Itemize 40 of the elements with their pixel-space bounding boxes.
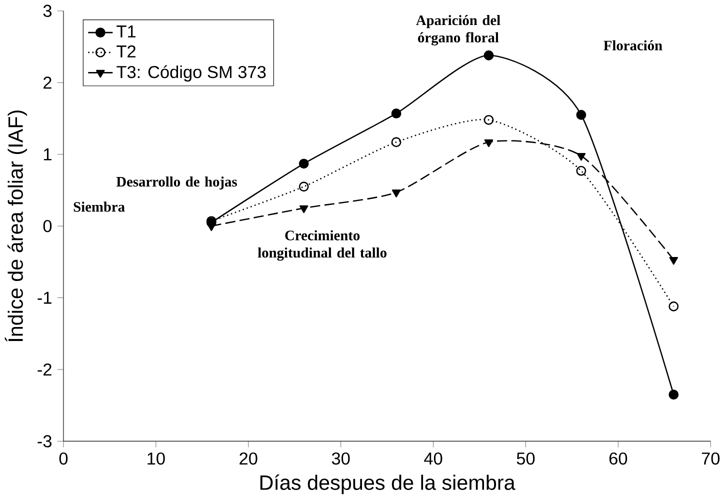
point xyxy=(391,108,402,118)
point xyxy=(576,153,586,161)
point xyxy=(484,50,494,60)
point xyxy=(576,110,586,120)
legend-label: T3: Código SM 373 xyxy=(116,65,266,82)
point xyxy=(484,115,494,125)
y-tick-label: -2 xyxy=(38,364,52,376)
y-tick-label: 1 xyxy=(44,148,52,160)
x-axis-title: Días despues de la siembra xyxy=(260,474,516,494)
y-tick-label: 3 xyxy=(43,4,52,18)
point xyxy=(576,166,586,176)
annotation: Floración xyxy=(604,40,662,50)
annotation: Crecimiento longitudinal del tallo xyxy=(258,230,387,261)
x-tick-label: 70 xyxy=(702,452,720,465)
y-tick-label: -1 xyxy=(38,292,52,304)
x-tick-label: 20 xyxy=(240,452,258,465)
legend-label: T2 xyxy=(116,45,136,58)
x-tick-label: 60 xyxy=(609,452,628,465)
legend-label: T1 xyxy=(116,26,136,38)
point xyxy=(669,257,678,265)
annotation: Desarrollo de hojas xyxy=(116,176,237,190)
y-axis-title: Índice de área foliar (IAF) xyxy=(4,110,28,342)
x-tick-label: 40 xyxy=(424,452,442,465)
point xyxy=(391,137,402,148)
x-tick-label: 30 xyxy=(332,452,350,465)
point xyxy=(298,182,309,192)
point xyxy=(668,301,679,312)
x-tick-label: 0 xyxy=(59,452,68,465)
annotation: Siembra xyxy=(74,202,125,212)
y-tick-label: 0 xyxy=(43,220,52,232)
y-tick-label: -3 xyxy=(38,435,52,448)
x-tick-label: 50 xyxy=(516,452,535,465)
y-tick-label: 2 xyxy=(44,76,52,89)
point xyxy=(392,190,401,198)
point xyxy=(298,158,309,169)
x-tick-label: 10 xyxy=(148,452,165,465)
point xyxy=(299,205,308,214)
point xyxy=(484,139,494,148)
annotation: Aparición del órgano floral xyxy=(416,15,500,46)
point xyxy=(668,390,679,400)
